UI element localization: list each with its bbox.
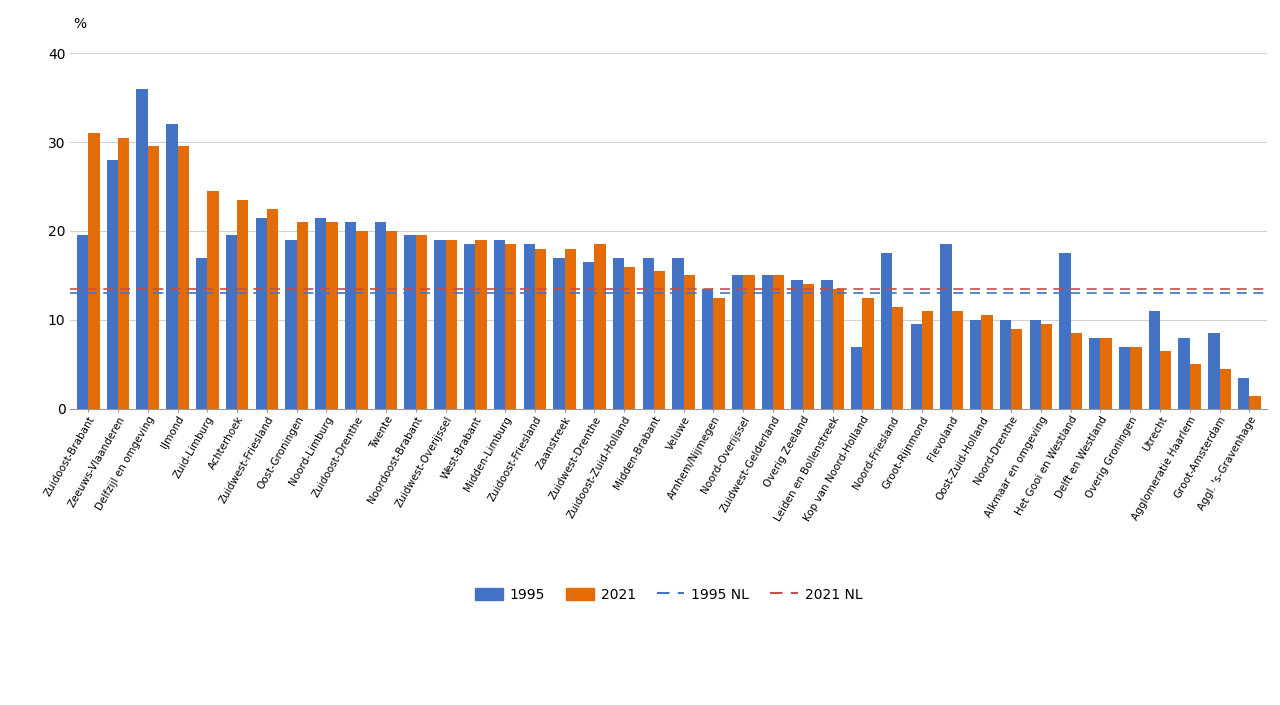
Bar bbox=[803, 284, 814, 409]
Bar bbox=[297, 222, 308, 409]
Bar bbox=[832, 289, 844, 409]
Bar bbox=[982, 316, 993, 409]
Bar bbox=[315, 218, 326, 409]
Bar bbox=[594, 245, 605, 409]
Bar bbox=[1160, 351, 1171, 409]
Bar bbox=[524, 245, 535, 409]
Bar bbox=[356, 231, 367, 409]
Bar bbox=[922, 311, 933, 409]
Bar bbox=[404, 235, 416, 409]
Bar bbox=[375, 222, 387, 409]
Bar bbox=[196, 257, 207, 409]
Bar bbox=[773, 276, 785, 409]
Bar bbox=[881, 253, 892, 409]
Bar bbox=[118, 137, 129, 409]
Bar bbox=[1070, 333, 1082, 409]
Bar bbox=[970, 320, 982, 409]
Bar bbox=[1208, 333, 1220, 409]
Bar bbox=[137, 89, 147, 409]
Bar bbox=[684, 276, 695, 409]
Bar bbox=[1220, 369, 1231, 409]
Bar bbox=[625, 266, 635, 409]
Bar bbox=[506, 245, 516, 409]
Bar bbox=[387, 231, 397, 409]
Bar bbox=[344, 222, 356, 409]
Bar bbox=[1148, 311, 1160, 409]
Bar bbox=[1119, 347, 1130, 409]
Bar bbox=[1060, 253, 1070, 409]
Bar bbox=[1029, 320, 1041, 409]
Bar bbox=[445, 240, 457, 409]
Bar bbox=[1101, 338, 1112, 409]
Bar bbox=[703, 289, 713, 409]
Bar bbox=[237, 200, 248, 409]
Bar bbox=[1089, 338, 1101, 409]
Bar bbox=[166, 124, 178, 409]
Bar bbox=[535, 249, 547, 409]
Bar bbox=[762, 276, 773, 409]
Bar bbox=[584, 262, 594, 409]
Bar bbox=[791, 280, 803, 409]
Legend: 1995, 2021, 1995 NL, 2021 NL: 1995, 2021, 1995 NL, 2021 NL bbox=[470, 582, 868, 608]
Bar bbox=[863, 298, 874, 409]
Bar bbox=[951, 311, 963, 409]
Bar bbox=[744, 276, 754, 409]
Bar bbox=[207, 191, 219, 409]
Bar bbox=[88, 133, 100, 409]
Bar bbox=[1179, 338, 1190, 409]
Bar bbox=[178, 147, 189, 409]
Bar bbox=[434, 240, 445, 409]
Bar bbox=[732, 276, 744, 409]
Bar bbox=[941, 245, 951, 409]
Bar bbox=[1000, 320, 1011, 409]
Bar bbox=[416, 235, 428, 409]
Bar bbox=[910, 324, 922, 409]
Bar bbox=[613, 257, 625, 409]
Bar bbox=[463, 245, 475, 409]
Bar bbox=[672, 257, 684, 409]
Bar bbox=[643, 257, 654, 409]
Bar bbox=[1249, 396, 1261, 409]
Bar bbox=[1190, 364, 1201, 409]
Bar bbox=[494, 240, 506, 409]
Bar bbox=[285, 240, 297, 409]
Bar bbox=[553, 257, 564, 409]
Bar bbox=[475, 240, 486, 409]
Bar bbox=[225, 235, 237, 409]
Bar bbox=[1041, 324, 1052, 409]
Bar bbox=[268, 209, 278, 409]
Bar bbox=[822, 280, 832, 409]
Bar bbox=[256, 218, 268, 409]
Bar bbox=[147, 147, 159, 409]
Bar bbox=[713, 298, 724, 409]
Bar bbox=[1130, 347, 1142, 409]
Bar bbox=[1011, 329, 1023, 409]
Text: %: % bbox=[73, 17, 87, 31]
Bar bbox=[851, 347, 863, 409]
Bar bbox=[564, 249, 576, 409]
Bar bbox=[892, 307, 904, 409]
Bar bbox=[326, 222, 338, 409]
Bar bbox=[77, 235, 88, 409]
Bar bbox=[654, 271, 666, 409]
Bar bbox=[1238, 378, 1249, 409]
Bar bbox=[106, 160, 118, 409]
